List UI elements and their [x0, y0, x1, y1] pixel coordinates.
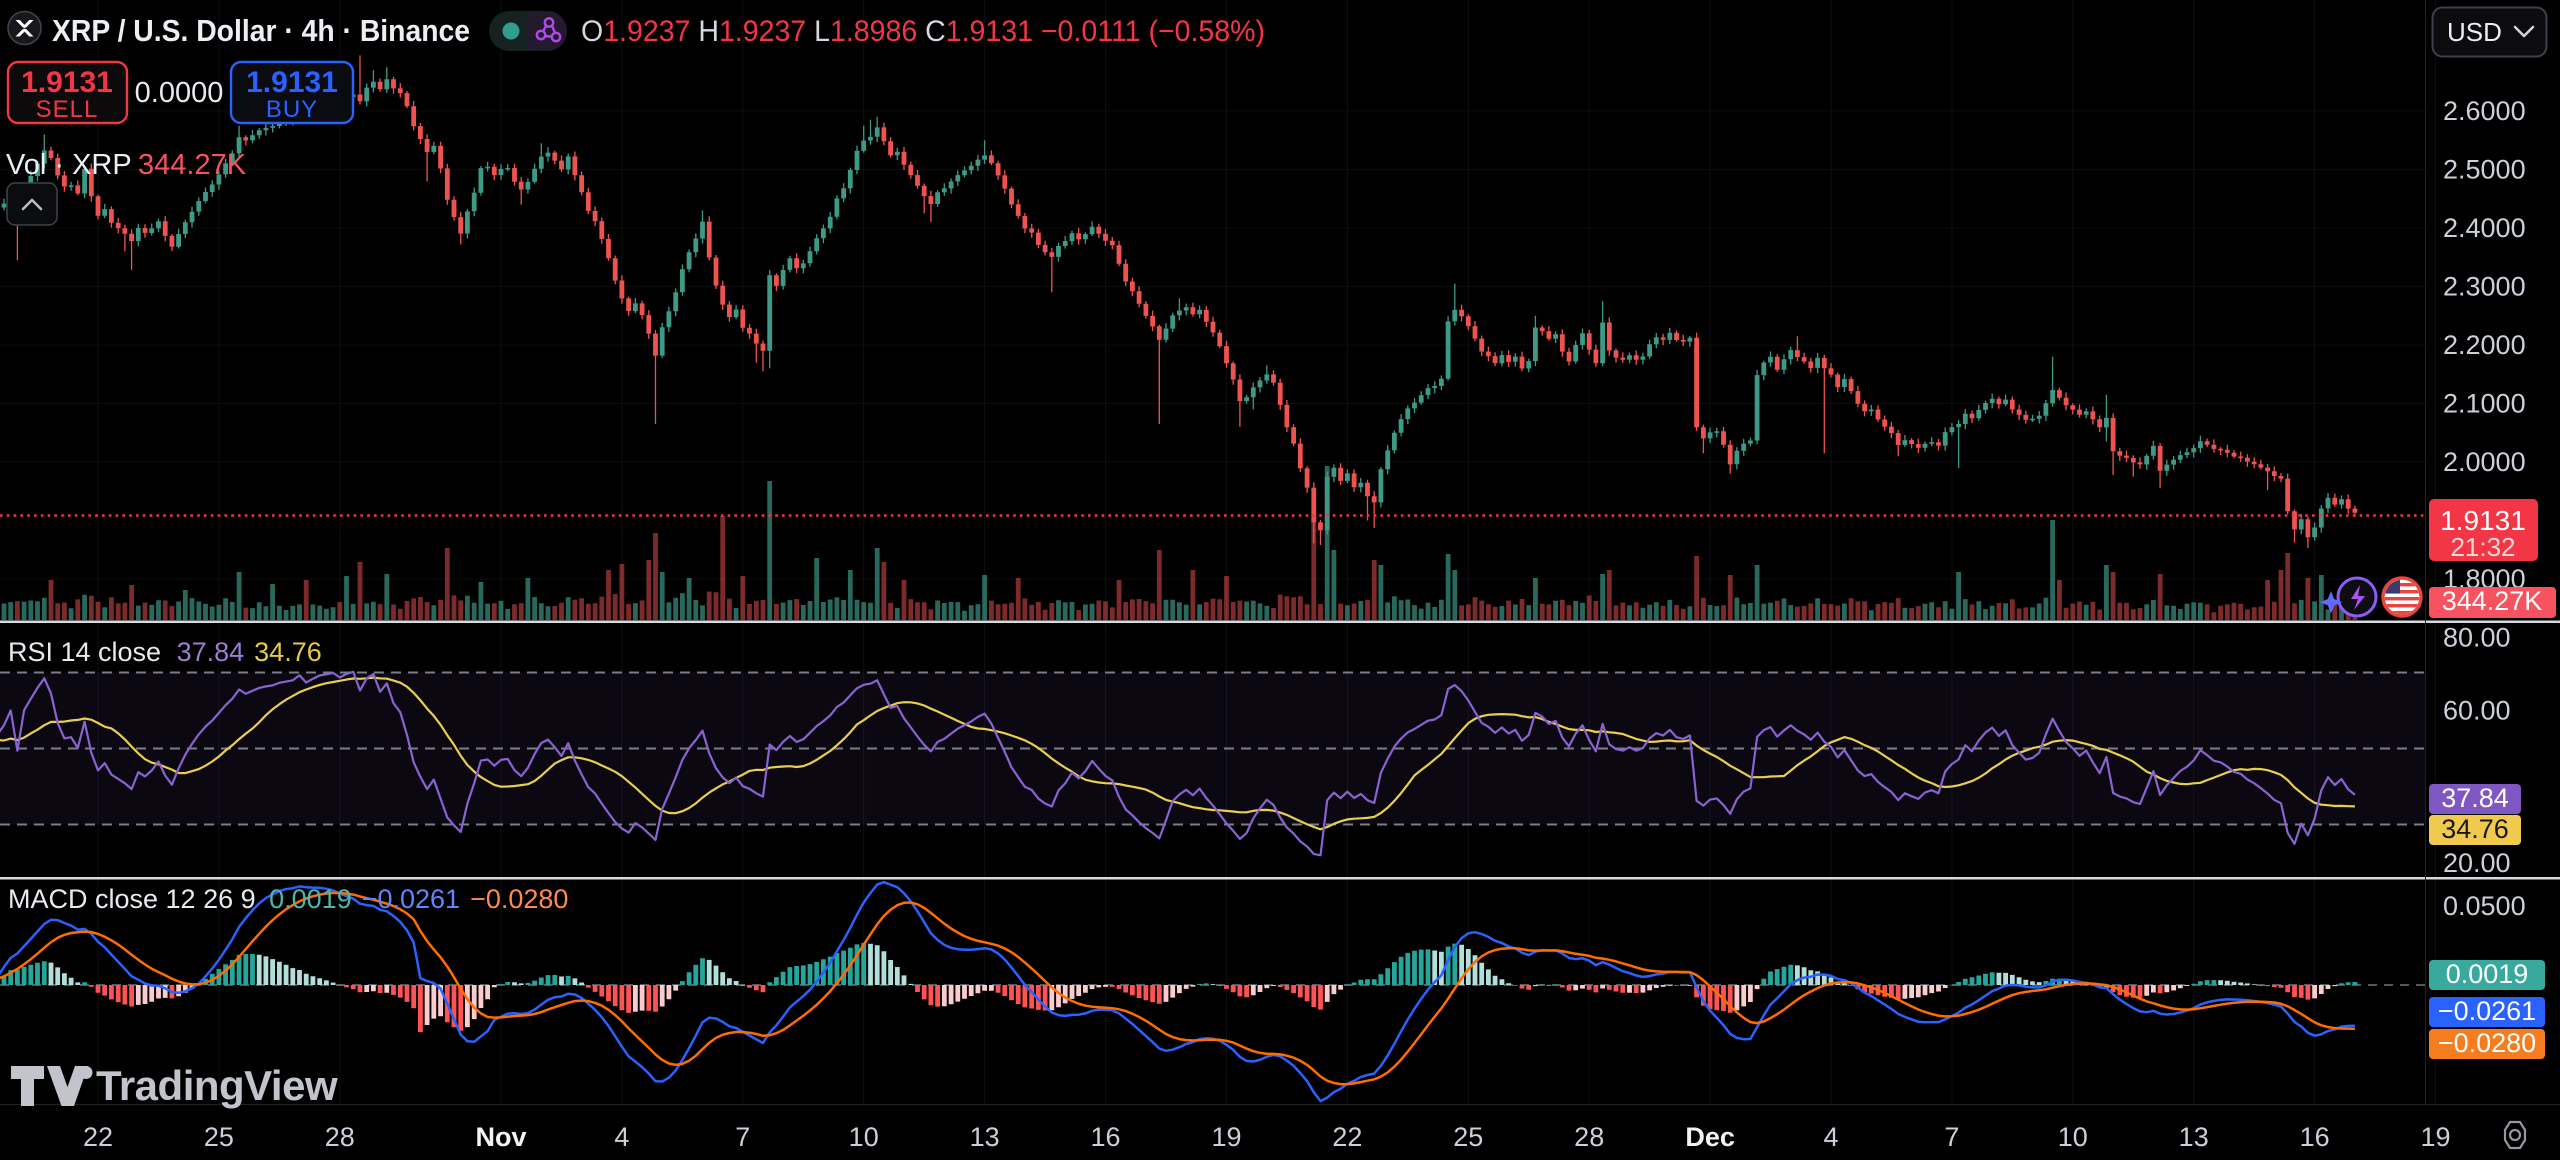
svg-text:2.1000: 2.1000 [2443, 389, 2526, 419]
svg-text:BUY: BUY [266, 96, 318, 123]
svg-text:28: 28 [325, 1122, 355, 1152]
svg-text:34.76: 34.76 [2441, 814, 2509, 844]
svg-text:USD: USD [2447, 17, 2502, 47]
svg-text:4: 4 [1823, 1122, 1838, 1152]
svg-text:344.27K: 344.27K [2442, 586, 2543, 616]
svg-text:19: 19 [1211, 1122, 1241, 1152]
svg-text:O1.9237 H1.9237 L1.8986 C1.913: O1.9237 H1.9237 L1.8986 C1.9131 −0.0111 … [581, 15, 1265, 48]
svg-text:37.84: 37.84 [2441, 783, 2509, 813]
svg-text:10: 10 [2058, 1122, 2088, 1152]
svg-text:28: 28 [1574, 1122, 1604, 1152]
svg-text:21:32: 21:32 [2450, 532, 2515, 562]
svg-text:TradingView: TradingView [96, 1062, 338, 1109]
svg-text:22: 22 [83, 1122, 113, 1152]
svg-text:MACD close 12 26 9 0.0019−0.02: MACD close 12 26 9 0.0019 −0.0261 −0.0280 [8, 884, 568, 914]
svg-text:1.9131: 1.9131 [21, 66, 113, 99]
svg-text:0.0000: 0.0000 [135, 77, 224, 109]
svg-text:10: 10 [849, 1122, 879, 1152]
svg-text:1.9131: 1.9131 [246, 66, 338, 99]
svg-text:7: 7 [1944, 1122, 1959, 1152]
svg-text:25: 25 [1453, 1122, 1483, 1152]
svg-text:2.5000: 2.5000 [2443, 155, 2526, 185]
svg-text:60.00: 60.00 [2443, 696, 2511, 726]
svg-text:2.0000: 2.0000 [2443, 447, 2526, 477]
svg-text:344.27K: 344.27K [138, 149, 247, 181]
svg-text:Vol · XRP: Vol · XRP [6, 149, 132, 181]
svg-text:13: 13 [970, 1122, 1000, 1152]
svg-text:0.0019: 0.0019 [2446, 959, 2529, 989]
svg-text:Nov: Nov [475, 1122, 526, 1152]
svg-text:Dec: Dec [1685, 1122, 1735, 1152]
svg-text:13: 13 [2179, 1122, 2209, 1152]
svg-text:2.3000: 2.3000 [2443, 272, 2526, 302]
svg-text:−0.0280: −0.0280 [2438, 1028, 2536, 1058]
svg-text:25: 25 [204, 1122, 234, 1152]
svg-text:22: 22 [1332, 1122, 1362, 1152]
svg-text:80.00: 80.00 [2443, 623, 2511, 653]
svg-text:2.6000: 2.6000 [2443, 96, 2526, 126]
svg-text:XRP / U.S. Dollar · 4h · Binan: XRP / U.S. Dollar · 4h · Binance [52, 13, 470, 48]
svg-text:16: 16 [1090, 1122, 1120, 1152]
svg-text:SELL: SELL [36, 96, 99, 123]
svg-text:7: 7 [735, 1122, 750, 1152]
svg-text:−0.0261: −0.0261 [2438, 996, 2536, 1026]
svg-text:1.9131: 1.9131 [2440, 505, 2526, 536]
svg-text:20.00: 20.00 [2443, 848, 2511, 878]
svg-text:19: 19 [2420, 1122, 2450, 1152]
svg-text:2.4000: 2.4000 [2443, 213, 2526, 243]
svg-text:4: 4 [614, 1122, 629, 1152]
svg-text:16: 16 [2300, 1122, 2330, 1152]
svg-text:2.2000: 2.2000 [2443, 330, 2526, 360]
svg-text:0.0500: 0.0500 [2443, 891, 2526, 921]
